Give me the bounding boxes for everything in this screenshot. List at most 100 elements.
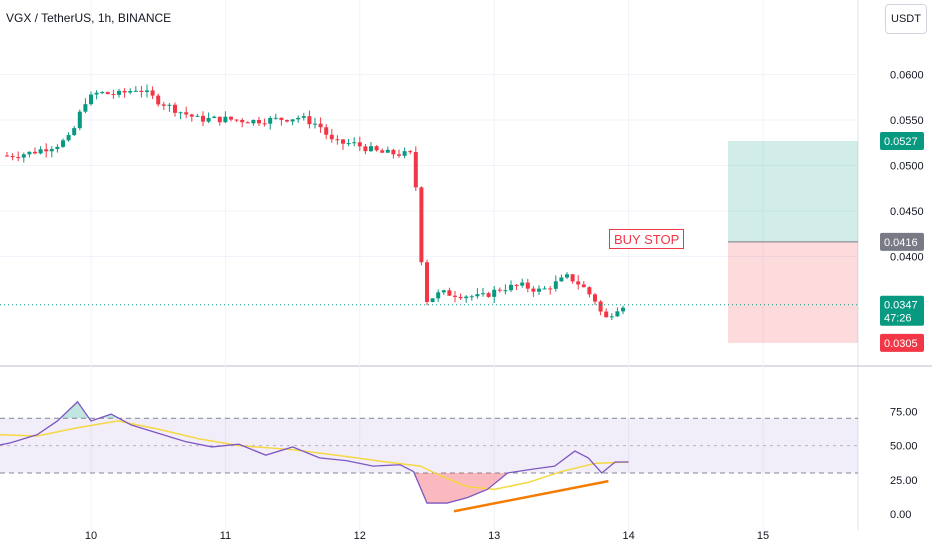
- candle: [223, 111, 228, 124]
- badge-label: 0.0305: [884, 338, 918, 350]
- candle: [357, 136, 362, 151]
- candle-body: [105, 92, 110, 95]
- candle-body: [55, 146, 60, 150]
- candle-body: [178, 112, 183, 114]
- candle: [509, 280, 513, 292]
- candle: [16, 151, 21, 162]
- candle-body: [380, 150, 385, 153]
- time-tick-label: 12: [354, 530, 366, 542]
- candle-body: [464, 296, 469, 299]
- candle-body: [72, 128, 77, 136]
- candle-body: [27, 151, 32, 155]
- rsi-tick-label: 25.00: [890, 475, 918, 487]
- candle: [503, 284, 508, 295]
- candle: [542, 285, 547, 290]
- candle-body: [324, 127, 329, 135]
- candle-body: [229, 116, 233, 120]
- candle: [212, 115, 217, 119]
- candle: [464, 295, 469, 303]
- candle-body: [167, 104, 172, 106]
- candle: [33, 147, 37, 155]
- candle: [329, 128, 334, 143]
- candle: [178, 111, 183, 120]
- candle-body: [565, 274, 569, 278]
- candle-body: [16, 157, 21, 159]
- candle-body: [122, 90, 127, 93]
- candle: [593, 292, 597, 305]
- candle: [346, 138, 351, 147]
- candle: [531, 286, 536, 297]
- candle-body: [335, 139, 340, 141]
- candle: [576, 275, 581, 290]
- candle-body: [509, 284, 513, 291]
- candle-body: [469, 296, 474, 298]
- candle: [296, 115, 301, 123]
- candle: [217, 116, 222, 126]
- candle-body: [33, 151, 37, 154]
- candle-body: [139, 90, 144, 93]
- candle: [189, 113, 194, 122]
- candle: [268, 115, 273, 130]
- candle-body: [436, 292, 441, 299]
- candle-body: [307, 116, 312, 125]
- candle-body: [156, 95, 161, 105]
- candle: [240, 118, 245, 128]
- candle: [335, 135, 340, 145]
- rsi-tick-label: 0.00: [890, 509, 911, 521]
- candle: [497, 287, 502, 293]
- candle: [251, 119, 256, 126]
- countdown-label: 47:26: [884, 313, 912, 325]
- candle-body: [111, 94, 116, 96]
- candle: [559, 274, 564, 282]
- candle-body: [133, 90, 138, 92]
- candle: [27, 151, 32, 158]
- candle: [481, 288, 485, 297]
- candle: [285, 119, 289, 123]
- price-pane: 0.0600 0.0550 0.0500 0.0450 0.0400 0.0527 0.04…: [0, 0, 932, 530]
- candle-body: [100, 92, 105, 94]
- time-tick-label: 15: [757, 530, 769, 542]
- candle-body: [296, 117, 301, 120]
- candle: [514, 284, 519, 291]
- currency-unit-button[interactable]: USDT: [885, 4, 927, 34]
- candle-body: [587, 287, 592, 295]
- candle-body: [531, 288, 536, 292]
- candle-body: [570, 274, 575, 282]
- candle-body: [576, 281, 581, 285]
- candle: [436, 289, 441, 302]
- candle-body: [290, 119, 295, 122]
- candle-body: [374, 146, 379, 151]
- candle-body: [279, 117, 284, 120]
- candle: [324, 124, 329, 140]
- candle: [341, 138, 345, 150]
- candle-body: [402, 151, 407, 156]
- candle: [402, 147, 407, 159]
- candle: [156, 93, 161, 107]
- candle: [195, 114, 200, 117]
- price-tick-label: 0.0500: [890, 161, 924, 173]
- candle-body: [581, 284, 586, 288]
- candle: [145, 84, 149, 98]
- candle: [374, 145, 379, 152]
- badge-box: [880, 333, 924, 352]
- candle-body: [458, 296, 463, 299]
- price-tick-label: 0.0550: [890, 115, 924, 127]
- candle: [229, 116, 233, 122]
- candle-body: [352, 142, 357, 144]
- time-tick-label: 11: [220, 530, 231, 542]
- candle-body: [391, 149, 396, 155]
- candle: [167, 103, 172, 112]
- candle: [5, 151, 9, 157]
- candle: [122, 88, 127, 98]
- candle: [615, 307, 620, 317]
- candle: [565, 272, 569, 280]
- price-tick-label: 0.0450: [890, 206, 924, 218]
- candle-body: [195, 115, 200, 117]
- candle-body: [548, 288, 553, 290]
- candle: [380, 148, 385, 153]
- candle-body: [525, 282, 530, 289]
- candle: [469, 294, 474, 301]
- candle-body: [240, 119, 245, 123]
